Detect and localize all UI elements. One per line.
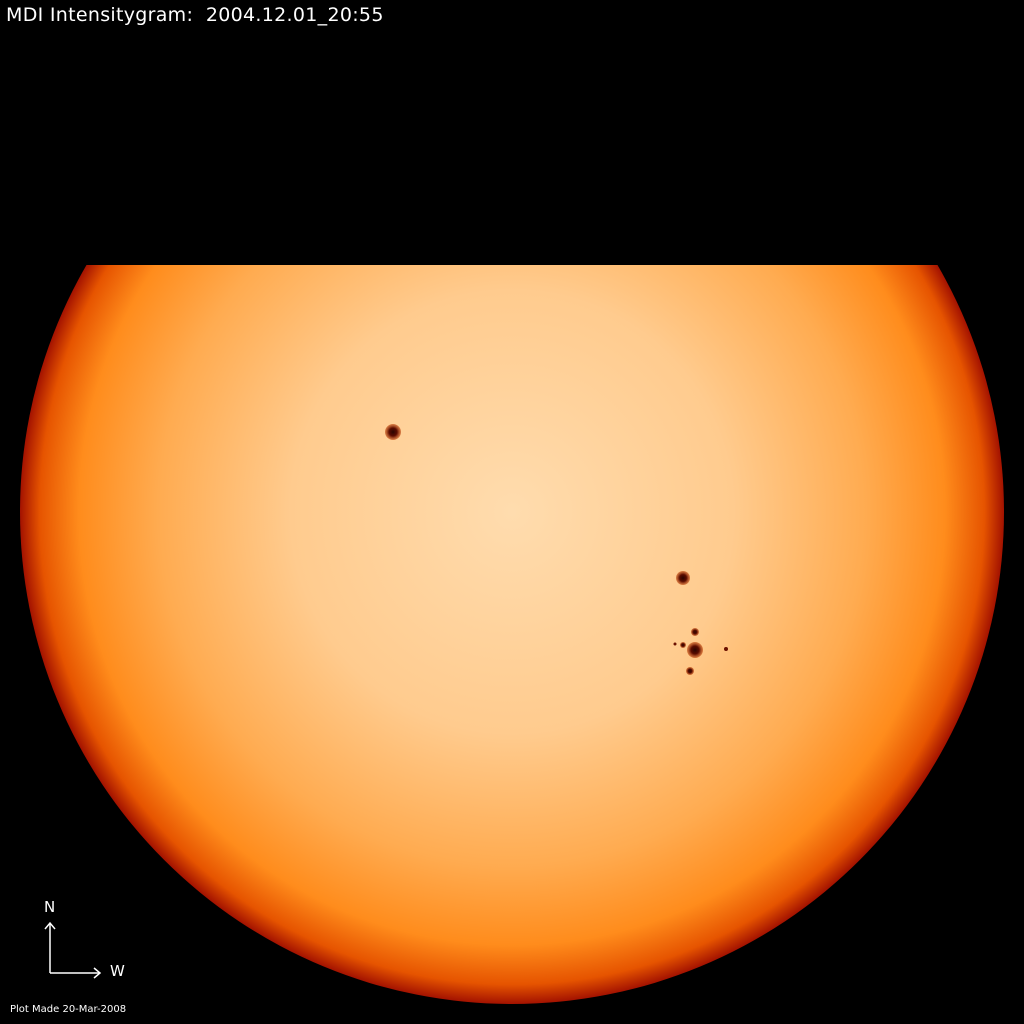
sunspot (385, 424, 401, 440)
image-title: MDI Intensitygram: 2004.12.01_20:55 (6, 4, 384, 26)
plot-made-label: Plot Made 20-Mar-2008 (10, 1004, 127, 1015)
sunspot (724, 647, 728, 651)
sunspot (680, 642, 686, 648)
sunspot (686, 667, 694, 675)
compass-arrows-icon (44, 921, 102, 979)
west-label: W (110, 962, 125, 980)
sunspot (691, 628, 699, 636)
north-label: N (44, 898, 56, 916)
sun-disk (20, 265, 1004, 1004)
sunspot (687, 642, 703, 658)
sunspot (673, 642, 677, 646)
sunspot (676, 571, 690, 585)
